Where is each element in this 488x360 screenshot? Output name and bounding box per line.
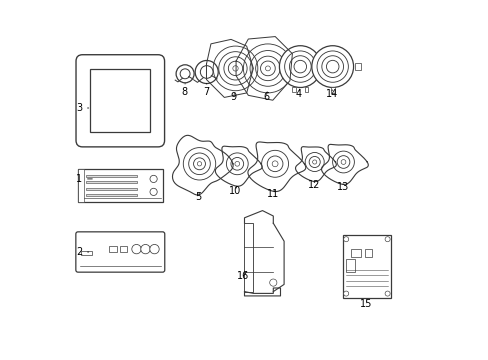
Text: 4: 4 (295, 89, 301, 99)
Circle shape (343, 237, 348, 242)
Bar (109, 246, 117, 252)
Text: 2: 2 (76, 247, 88, 257)
Circle shape (150, 175, 157, 183)
Circle shape (176, 65, 194, 83)
Circle shape (312, 160, 316, 164)
Bar (365, 249, 371, 257)
Circle shape (343, 291, 348, 296)
Text: 16: 16 (237, 271, 249, 282)
Bar (86, 181, 137, 183)
Text: 11: 11 (266, 189, 279, 199)
Bar (330, 87, 334, 93)
Bar (90, 69, 150, 132)
Circle shape (141, 244, 150, 254)
Bar (304, 87, 308, 92)
Circle shape (232, 66, 238, 71)
Text: 8: 8 (181, 84, 187, 97)
Bar (346, 259, 354, 272)
Bar (244, 223, 252, 292)
Circle shape (384, 237, 389, 242)
Bar (350, 249, 361, 257)
Text: 5: 5 (195, 192, 202, 202)
Circle shape (180, 69, 190, 79)
Circle shape (195, 60, 218, 84)
Text: 12: 12 (307, 180, 320, 190)
Text: 15: 15 (359, 299, 371, 309)
Circle shape (279, 46, 321, 87)
Bar (292, 87, 295, 92)
Circle shape (265, 66, 270, 71)
FancyBboxPatch shape (76, 232, 164, 272)
Bar (120, 246, 126, 252)
Text: 9: 9 (230, 92, 236, 102)
Circle shape (132, 244, 141, 254)
Text: 1: 1 (76, 174, 92, 184)
Text: 13: 13 (336, 182, 348, 192)
Bar (81, 251, 92, 255)
Bar (355, 63, 360, 70)
Circle shape (311, 46, 353, 87)
Circle shape (269, 279, 276, 286)
Bar (86, 194, 137, 196)
Circle shape (149, 244, 159, 254)
Circle shape (341, 159, 345, 165)
Circle shape (197, 162, 201, 166)
Text: 14: 14 (325, 89, 337, 99)
Circle shape (234, 161, 239, 166)
Circle shape (272, 161, 278, 167)
Bar (86, 188, 137, 190)
Circle shape (200, 66, 213, 78)
Bar (78, 169, 163, 202)
Text: 6: 6 (263, 92, 268, 102)
Bar (78, 169, 84, 202)
Bar (342, 235, 390, 298)
Text: 10: 10 (229, 186, 241, 196)
Circle shape (150, 188, 157, 195)
Text: 7: 7 (203, 84, 209, 97)
FancyBboxPatch shape (76, 55, 164, 147)
Circle shape (384, 291, 389, 296)
Bar (86, 175, 137, 177)
Text: 3: 3 (76, 103, 88, 113)
